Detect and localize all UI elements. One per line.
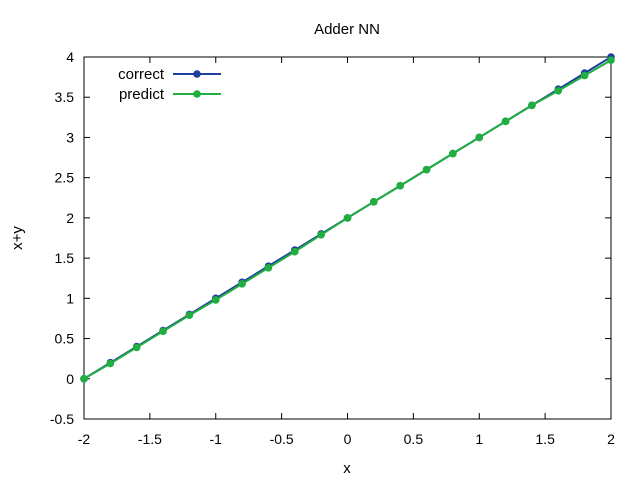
- data-point-predict: [106, 359, 115, 368]
- data-point-predict: [132, 343, 141, 352]
- data-point-predict: [475, 133, 484, 142]
- data-point-predict: [422, 165, 431, 174]
- x-tick-label: 1.5: [535, 431, 555, 447]
- data-point-predict: [396, 181, 405, 190]
- data-point-predict: [80, 374, 88, 383]
- legend-marker-predict: [193, 90, 201, 98]
- data-point-predict: [264, 263, 273, 272]
- x-tick-label: 0.5: [404, 431, 424, 447]
- data-point-predict: [317, 230, 325, 239]
- data-point-predict: [370, 198, 378, 206]
- y-tick-label: 4: [66, 49, 74, 65]
- y-tick-label: 3.5: [55, 89, 75, 105]
- data-point-predict: [580, 71, 589, 80]
- x-tick-label: -0.5: [270, 431, 294, 447]
- x-axis-label: x: [343, 460, 351, 477]
- plot-frame: [83, 56, 612, 420]
- data-point-predict: [501, 117, 510, 126]
- y-tick-label: 2: [66, 210, 74, 226]
- y-tick-label: 1: [66, 290, 74, 306]
- y-tick-label: 0: [66, 371, 74, 387]
- y-axis-label: x+y: [9, 226, 26, 250]
- x-tick-label: -1: [210, 431, 223, 447]
- y-tick-label: 0.5: [55, 331, 75, 347]
- y-tick-label: -0.5: [50, 411, 74, 427]
- x-tick-label: 1: [475, 431, 483, 447]
- legend: correct predict: [118, 66, 221, 103]
- y-ticks: -0.5 0 0.5 1 1.5 2 2.5 3 3.5 4: [50, 49, 611, 427]
- data-point-predict: [185, 311, 194, 320]
- y-tick-label: 2.5: [55, 170, 75, 186]
- data-point-predict: [211, 296, 220, 304]
- series-layer: [80, 53, 615, 383]
- legend-label-predict: predict: [119, 86, 165, 103]
- y-tick-label: 3: [66, 129, 74, 145]
- data-point-predict: [159, 327, 167, 336]
- x-tick-label: -1.5: [138, 431, 162, 447]
- data-point-predict: [238, 280, 246, 288]
- data-point-predict: [291, 247, 299, 256]
- x-tick-label: 2: [607, 431, 615, 447]
- data-point-predict: [449, 149, 457, 158]
- data-point-predict: [554, 86, 563, 95]
- legend-label-correct: correct: [118, 66, 165, 83]
- data-point-predict: [343, 214, 352, 222]
- x-ticks: -2 -1.5 -1 -0.5 0 0.5 1 1.5 2: [78, 57, 615, 447]
- chart-title: Adder NN: [314, 21, 380, 38]
- legend-marker-correct: [193, 70, 201, 78]
- x-tick-label: 0: [344, 431, 352, 447]
- data-point-predict: [528, 101, 536, 110]
- data-point-predict: [607, 56, 615, 65]
- y-tick-label: 1.5: [55, 250, 75, 266]
- x-tick-label: -2: [78, 431, 91, 447]
